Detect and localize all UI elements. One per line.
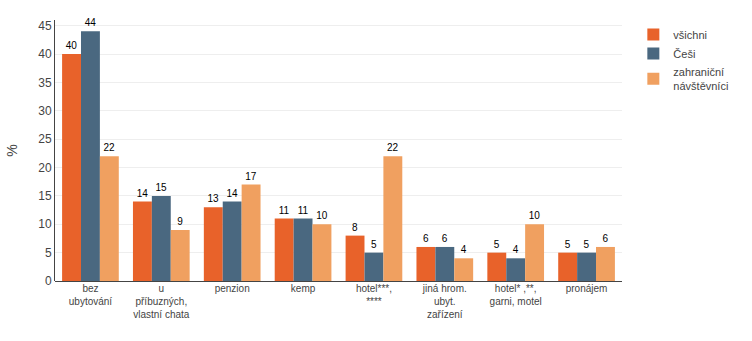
svg-text:6: 6 <box>442 233 448 244</box>
svg-text:hotel***,****: hotel***,**** <box>356 283 392 307</box>
svg-text:6: 6 <box>423 233 429 244</box>
svg-text:13: 13 <box>208 193 220 204</box>
svg-text:5: 5 <box>565 239 571 250</box>
svg-text:kemp: kemp <box>291 283 316 294</box>
svg-text:10: 10 <box>38 217 52 231</box>
svg-text:8: 8 <box>352 222 358 233</box>
svg-text:jiná hrom.ubyt.zařízení: jiná hrom.ubyt.zařízení <box>422 283 467 320</box>
svg-text:zahraničnínávštěvníci: zahraničnínávštěvníci <box>673 66 728 92</box>
svg-text:5: 5 <box>494 239 500 250</box>
svg-text:5: 5 <box>371 239 377 250</box>
svg-text:20: 20 <box>38 161 52 175</box>
svg-text:22: 22 <box>104 142 116 153</box>
svg-text:4: 4 <box>461 244 467 255</box>
svg-text:15: 15 <box>38 189 52 203</box>
svg-text:14: 14 <box>226 188 238 199</box>
svg-text:44: 44 <box>85 17 97 28</box>
svg-text:hotel* ,**,garni, motel: hotel* ,**,garni, motel <box>490 283 542 307</box>
svg-text:Češi: Češi <box>673 48 695 60</box>
svg-text:30: 30 <box>38 104 52 118</box>
svg-text:%: % <box>4 144 20 156</box>
svg-text:10: 10 <box>316 210 328 221</box>
svg-text:5: 5 <box>45 246 52 260</box>
svg-text:10: 10 <box>529 210 541 221</box>
svg-text:upříbuzných,vlastní chata: upříbuzných,vlastní chata <box>133 283 190 320</box>
svg-text:35: 35 <box>38 76 52 90</box>
svg-text:22: 22 <box>387 142 399 153</box>
svg-text:pronájem: pronájem <box>566 283 608 294</box>
svg-text:17: 17 <box>245 171 257 182</box>
svg-text:6: 6 <box>602 233 608 244</box>
svg-text:11: 11 <box>298 205 309 216</box>
svg-text:bezubytování: bezubytování <box>69 283 113 307</box>
svg-text:všichni: všichni <box>673 29 707 41</box>
svg-text:penzion: penzion <box>215 283 250 294</box>
svg-text:15: 15 <box>156 182 168 193</box>
svg-text:40: 40 <box>66 40 78 51</box>
svg-text:14: 14 <box>137 188 149 199</box>
svg-text:5: 5 <box>584 239 590 250</box>
svg-text:9: 9 <box>177 216 183 227</box>
svg-text:0: 0 <box>45 274 52 288</box>
svg-text:4: 4 <box>513 244 519 255</box>
svg-text:25: 25 <box>38 132 52 146</box>
svg-text:11: 11 <box>279 205 290 216</box>
svg-text:45: 45 <box>38 19 52 33</box>
svg-text:40: 40 <box>38 47 52 61</box>
